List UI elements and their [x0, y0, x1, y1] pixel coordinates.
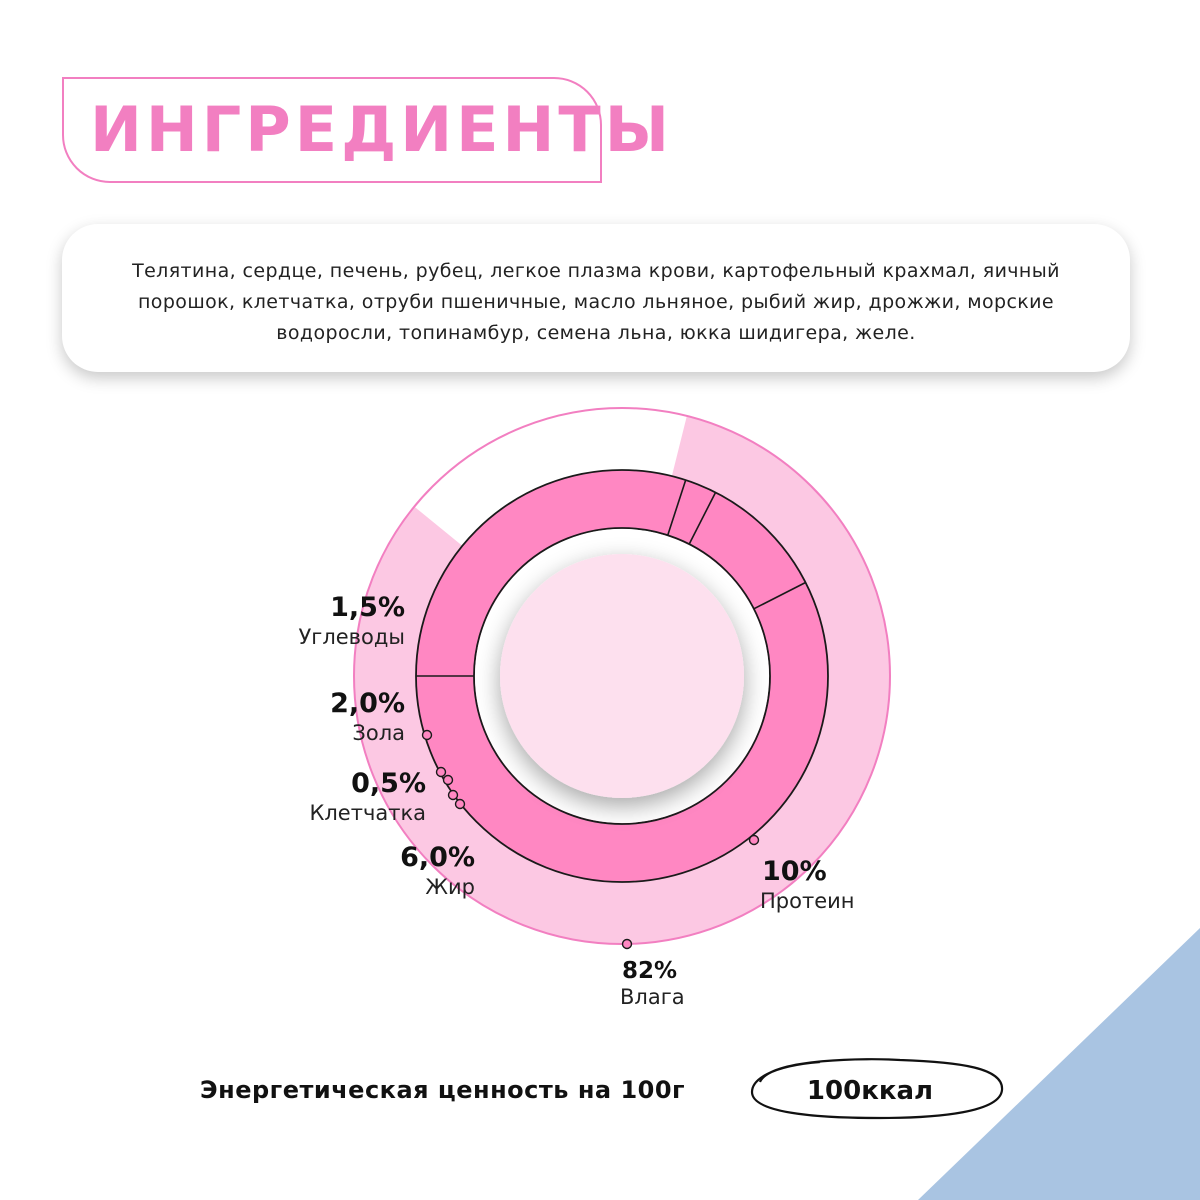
marker-moisture	[621, 938, 633, 950]
marker-ash	[421, 729, 433, 741]
ring-slice-carbs	[753, 582, 828, 676]
inner-ring-inner-edge	[473, 527, 771, 825]
label-fiber-pct: 0,5%	[351, 768, 426, 799]
label-moisture-name: Влага	[620, 985, 685, 1009]
label-moisture-pct: 82%	[622, 958, 678, 984]
label-fiber-name: Клетчатка	[309, 801, 426, 825]
label-moisture: 82% Влага	[600, 958, 710, 1010]
ring-divider	[753, 581, 806, 610]
marker-fiber-1	[435, 766, 447, 778]
ingredients-text: Телятина, сердце, печень, рубец, легкое …	[132, 260, 1060, 344]
ring-slice-ash	[689, 492, 806, 609]
ring-slice-fiber	[667, 480, 716, 545]
label-protein: 10% Протеин	[740, 856, 890, 914]
label-carbs: 1,5% Углеводы	[230, 592, 406, 650]
label-fat-pct: 6,0%	[400, 842, 475, 873]
label-carbs-name: Углеводы	[298, 625, 406, 649]
inner-ring-outer-edge	[415, 469, 829, 883]
label-ash: 2,0% Зола	[230, 688, 405, 746]
energy-label: Энергетическая ценность на 100г	[200, 1076, 686, 1104]
marker-fiber-2	[442, 774, 454, 786]
ingredients-card: Телятина, сердце, печень, рубец, легкое …	[62, 224, 1130, 372]
center-disc	[500, 554, 744, 798]
label-carbs-pct: 1,5%	[330, 592, 405, 623]
marker-fat-2	[454, 798, 466, 810]
label-protein-pct: 10%	[762, 856, 827, 887]
energy-value: 100ккал	[806, 1076, 934, 1106]
marker-protein	[748, 834, 760, 846]
label-fat: 6,0% Жир	[300, 842, 475, 900]
corner-triangle	[918, 928, 1200, 1200]
label-fiber: 0,5% Клетчатка	[230, 768, 426, 826]
ring-slice-fat	[416, 469, 686, 676]
title-frame	[62, 77, 602, 183]
ring-slice-protein	[416, 676, 828, 882]
ring-divider	[666, 479, 687, 536]
label-fat-name: Жир	[425, 875, 475, 899]
label-ash-name: Зола	[352, 721, 405, 745]
marker-fat-1	[447, 789, 459, 801]
page-title: ИНГРЕДИЕНТЫ	[90, 93, 673, 166]
label-protein-name: Протеин	[760, 889, 855, 913]
ring-divider	[688, 492, 717, 545]
label-ash-pct: 2,0%	[330, 688, 405, 719]
